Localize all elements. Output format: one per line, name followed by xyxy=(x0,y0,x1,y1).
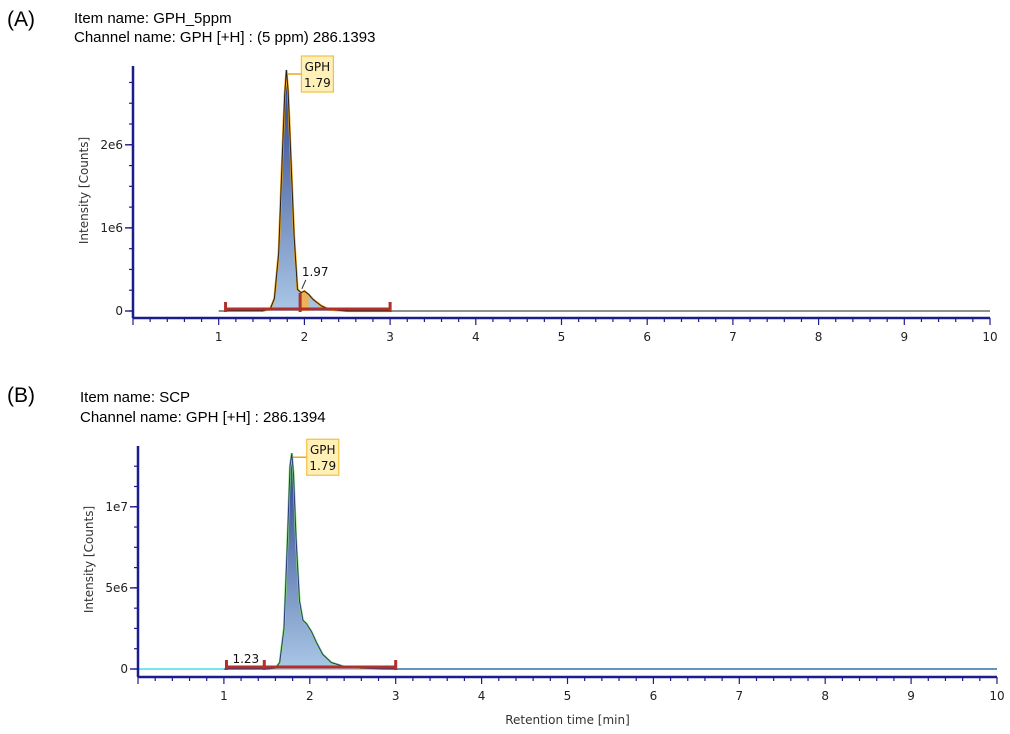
x-tick-label: 10 xyxy=(989,689,1004,703)
y-axis-title: Intensity [Counts] xyxy=(77,137,91,244)
secondary-label: 1.97 xyxy=(302,265,329,279)
x-tick-label: 6 xyxy=(650,689,658,703)
x-tick-label: 7 xyxy=(735,689,743,703)
x-tick-label: 9 xyxy=(907,689,915,703)
peak-label-rt: 1.79 xyxy=(304,76,331,90)
chromatogram-trace xyxy=(218,69,990,312)
y-tick-label: 2e6 xyxy=(100,138,123,152)
peak-label-name: GPH xyxy=(305,60,331,74)
peak-label-rt: 1.79 xyxy=(309,459,336,473)
x-tick-label: 4 xyxy=(478,689,486,703)
panel-b-item-name: Item name: SCP xyxy=(80,389,191,406)
panel-b-label: (B) xyxy=(7,384,35,407)
x-axis-title: Retention time [min] xyxy=(505,713,630,727)
y-tick-label: 0 xyxy=(120,662,128,676)
secondary-label-leader xyxy=(301,279,307,290)
x-tick-label: 7 xyxy=(729,330,737,344)
x-tick-label: 1 xyxy=(215,330,223,344)
chromatogram-trace xyxy=(223,453,997,670)
peak-label-box xyxy=(300,55,335,93)
peak-area xyxy=(266,453,396,669)
x-tick-label: 9 xyxy=(900,330,908,344)
x-tick-label: 6 xyxy=(643,330,651,344)
x-tick-label: 2 xyxy=(301,330,309,344)
panel-a-channel-name: Channel name: GPH [+H] : (5 ppm) 286.139… xyxy=(74,29,376,46)
y-tick-label: 1e7 xyxy=(105,500,128,514)
y-tick-label: 5e6 xyxy=(105,581,128,595)
y-tick-label: 1e6 xyxy=(100,221,123,235)
x-tick-label: 8 xyxy=(821,689,829,703)
x-tick-label: 10 xyxy=(982,330,997,344)
panel-a-label: (A) xyxy=(7,8,35,31)
x-tick-label: 1 xyxy=(220,689,228,703)
x-tick-label: 5 xyxy=(564,689,572,703)
x-tick-label: 8 xyxy=(815,330,823,344)
shoulder-area xyxy=(300,291,309,311)
x-tick-label: 3 xyxy=(392,689,400,703)
secondary-label: 1.23 xyxy=(232,652,259,666)
plot-a: 1 2 3 4 5 6 7 8 9 10 0 1e6 2e6 Intensity [Counts] GPH 1… xyxy=(77,55,998,344)
plot-b: 1 2 3 4 5 6 7 8 9 10 0 5e6 1e7 Intensity [Counts] Rete… xyxy=(82,438,1005,727)
x-tick-label: 2 xyxy=(306,689,314,703)
peak-label-box xyxy=(306,438,340,476)
peak-label-name: GPH xyxy=(310,443,336,457)
x-tick-label: 4 xyxy=(472,330,480,344)
x-tick-label: 3 xyxy=(386,330,394,344)
panel-b-channel-name: Channel name: GPH [+H] : 286.1394 xyxy=(80,409,326,426)
x-tick-label: 5 xyxy=(558,330,566,344)
y-tick-label: 0 xyxy=(115,304,123,318)
panel-a-item-name: Item name: GPH_5ppm xyxy=(74,10,232,27)
peak-area xyxy=(261,70,391,311)
y-axis-title: Intensity [Counts] xyxy=(82,506,96,613)
